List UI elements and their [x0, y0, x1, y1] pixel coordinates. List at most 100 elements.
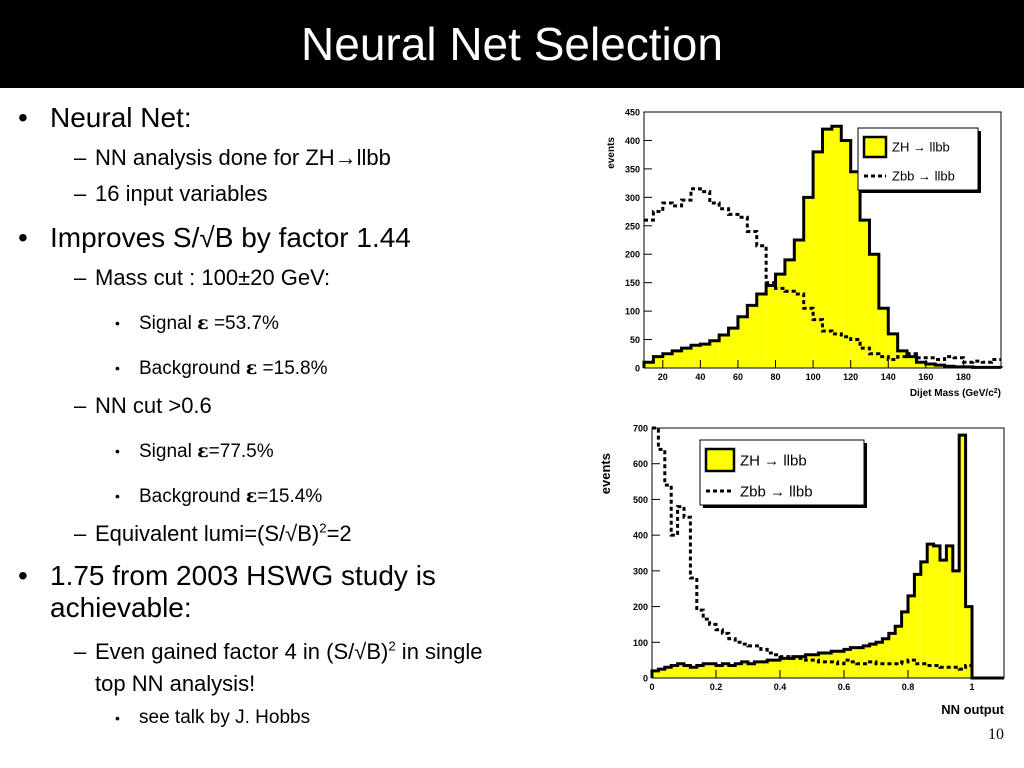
y-tick-label: 600 — [633, 459, 648, 469]
signal-bin — [907, 356, 917, 368]
signal-bin — [876, 642, 883, 678]
sub-bullet-text: Even gained factor 4 in (S/√B)2 in singl… — [95, 638, 483, 664]
signal-bin — [882, 638, 889, 678]
signal-bin — [690, 345, 701, 368]
x-tick-label: 40 — [695, 372, 705, 382]
signal-bin — [914, 574, 921, 678]
signal-bin — [794, 240, 804, 368]
x-axis-label: NN output — [941, 702, 1004, 717]
signal-bin — [869, 254, 879, 368]
dash-marker: – — [74, 265, 87, 290]
legend-label-signal: ZH → llbb — [740, 452, 807, 469]
plot-frame — [651, 427, 1005, 679]
page-number: 10 — [988, 726, 1004, 743]
signal-bin — [677, 663, 684, 678]
x-tick-label: 0.4 — [774, 682, 787, 692]
dash-marker: – — [74, 145, 87, 170]
bullet-dot: • — [18, 222, 28, 253]
dash-marker: – — [74, 639, 87, 664]
signal-outline — [642, 124, 1003, 369]
signal-bin — [824, 653, 832, 678]
x-tick-label: 140 — [881, 372, 896, 382]
bullet-text: 1.75 from 2003 HSWG study is — [50, 560, 436, 591]
dash-marker: – — [74, 181, 87, 206]
signal-bin — [737, 316, 748, 368]
signal-bin — [805, 654, 812, 678]
y-tick-label: 50 — [630, 335, 640, 345]
bullet-dot: • — [115, 710, 120, 726]
y-tick-label: 500 — [633, 495, 648, 505]
signal-bin — [837, 651, 844, 678]
x-tick-label: 160 — [918, 372, 933, 382]
signal-bin — [831, 651, 838, 678]
signal-bin — [925, 364, 936, 368]
y-tick-label: 200 — [625, 250, 640, 260]
signal-bin — [756, 294, 767, 368]
signal-bin — [775, 274, 785, 368]
signal-bin — [933, 545, 940, 678]
bullet-dot: • — [18, 560, 28, 591]
x-tick-label: 80 — [771, 372, 781, 382]
sub-bullet-text: Mass cut : 100±20 GeV: — [95, 265, 331, 290]
dijet-mass-chart-svg: 0 50 100 150 200 250 300 350 400 450 20 40 60 80 100 12… — [606, 108, 1003, 399]
signal-bin — [803, 197, 814, 368]
signal-bin — [863, 645, 870, 678]
y-tick-label: 350 — [625, 164, 640, 174]
signal-bin — [869, 644, 876, 678]
signal-bin — [878, 308, 889, 368]
item-text: Signal ε=77.5% — [139, 440, 274, 462]
bullet-dot: • — [18, 102, 28, 133]
legend-label-background: Zbb → llbb — [892, 169, 955, 184]
sub-bullet-text: NN cut >0.6 — [95, 393, 212, 418]
signal-bin — [888, 633, 896, 678]
signal-bin — [716, 665, 723, 678]
x-tick-label: 0.2 — [710, 682, 723, 692]
signal-bin — [748, 663, 755, 678]
y-tick-label: 100 — [633, 638, 648, 648]
signal-bin — [754, 661, 761, 678]
y-axis-label: events — [598, 453, 613, 494]
signal-bin — [860, 220, 870, 368]
signal-bin — [644, 362, 654, 368]
dijet-mass-chart: 0 50 100 150 200 250 300 350 400 450 20 40 60 80 100 12… — [598, 100, 1008, 405]
signal-bin — [792, 656, 800, 678]
signal-bin — [841, 140, 851, 368]
signal-bin — [722, 663, 729, 678]
signal-bin — [728, 328, 738, 368]
signal-bin — [927, 544, 934, 678]
signal-bin — [952, 570, 960, 678]
bullet-text: Improves S/√B by factor 1.44 — [50, 222, 411, 253]
signal-bin — [741, 661, 748, 678]
signal-bin — [684, 665, 691, 678]
signal-bin — [652, 670, 659, 678]
signal-bin — [844, 649, 851, 678]
signal-bin — [719, 335, 729, 368]
item-text: see talk by J. Hobbs — [139, 707, 311, 728]
y-tick-label: 450 — [625, 108, 640, 118]
signal-bin — [786, 658, 793, 678]
legend-label-signal: ZH → llbb — [892, 140, 950, 155]
signal-bin — [897, 350, 908, 368]
signal-bin — [700, 344, 710, 368]
signal-bin — [703, 663, 710, 678]
legend-label-background: Zbb → llbb — [740, 483, 813, 500]
y-tick-label: 100 — [625, 307, 640, 317]
signal-bin — [888, 333, 898, 368]
signal-bin — [818, 653, 825, 678]
signal-bin — [780, 658, 787, 678]
x-tick-label: 0.8 — [902, 682, 915, 692]
y-tick-label: 300 — [625, 193, 640, 203]
signal-bin — [908, 595, 915, 678]
signal-bin — [965, 606, 972, 678]
x-tick-label: 1 — [969, 682, 974, 692]
signal-bin — [784, 259, 795, 368]
signal-histogram — [644, 126, 1001, 368]
dash-marker: – — [74, 521, 87, 546]
signal-bin — [672, 350, 682, 368]
x-tick-label: 20 — [658, 372, 668, 382]
signal-bin — [773, 660, 780, 678]
sub-bullet-text: top NN analysis! — [95, 671, 256, 696]
signal-bin — [813, 151, 823, 368]
nn-output-chart-svg: 0 100 200 300 400 500 600 700 0 0.2 0.4 0.6 0.8 1 NN o… — [598, 424, 1005, 718]
signal-bin — [822, 129, 832, 368]
